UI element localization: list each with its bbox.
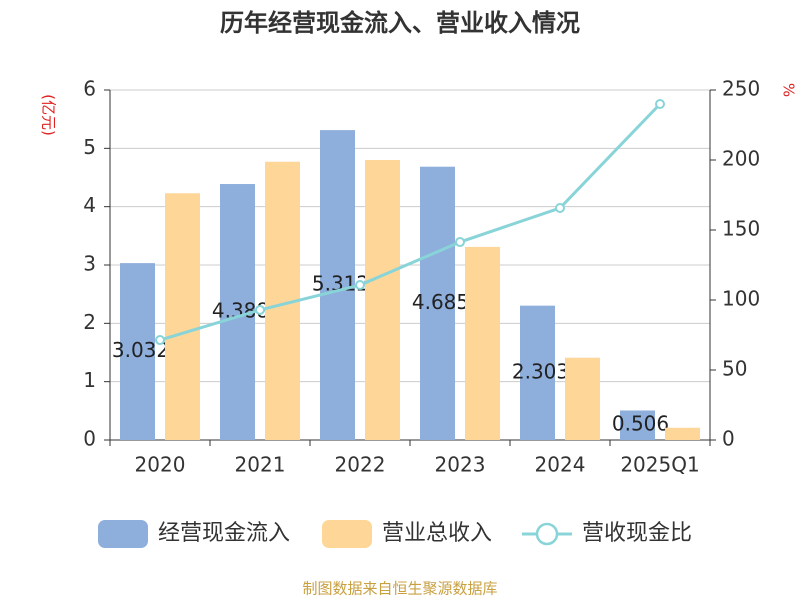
legend-swatch (98, 520, 148, 548)
y2-tick-label: 0 (722, 427, 735, 451)
x-tick-label: 2025Q1 (620, 453, 699, 477)
line-point (655, 99, 665, 109)
x-tick-label: 2021 (235, 453, 286, 477)
data-label: 4.685 (412, 290, 469, 314)
y-tick-label: 5 (83, 135, 96, 159)
y-tick-label: 4 (83, 193, 96, 217)
legend-label: 经营现金流入 (158, 521, 290, 546)
chart-title: 历年经营现金流入、营业收入情况 (220, 9, 580, 37)
line (159, 102, 662, 342)
line-point (355, 280, 365, 291)
y-tick-label: 2 (83, 310, 96, 334)
data-label: 2.303 (512, 359, 569, 383)
x-tick-label: 2020 (135, 453, 186, 477)
y-tick-label: 3 (83, 252, 96, 276)
bar (420, 166, 455, 441)
bar (320, 130, 355, 440)
y2-tick-label: 50 (722, 357, 747, 381)
y-tick-label: 6 (83, 77, 96, 101)
y2-axis-label: % (780, 83, 798, 97)
y2-tick-label: 200 (722, 147, 760, 171)
bar (120, 263, 155, 440)
line-point (155, 335, 165, 346)
legend-label: 营业总收入 (382, 521, 492, 546)
x-tick-label: 2024 (535, 453, 586, 477)
y-tick-label: 1 (83, 368, 96, 392)
y2-tick-label: 250 (722, 77, 760, 101)
y-tick-label: 0 (83, 427, 96, 451)
line-point (455, 237, 465, 248)
bar (565, 357, 600, 440)
y2-tick-label: 100 (722, 287, 760, 311)
y2-tick-label: 150 (722, 217, 760, 241)
bar (620, 410, 655, 440)
bar (465, 246, 500, 440)
line-point (555, 203, 565, 214)
bar (665, 427, 700, 440)
source: 制图数据来自恒生聚源数据库 (302, 580, 497, 598)
bar (520, 305, 555, 440)
bar (365, 160, 400, 440)
legend-label: 营收现金比 (582, 521, 692, 546)
x-tick-label: 2022 (335, 453, 386, 477)
y-axis-label: (亿元) (40, 94, 58, 136)
bar (165, 193, 200, 440)
data-label: 0.506 (612, 412, 669, 436)
legend-swatch (322, 520, 372, 548)
x-tick-label: 2023 (435, 453, 486, 477)
line-point (255, 304, 265, 315)
legend-swatch (535, 522, 559, 546)
